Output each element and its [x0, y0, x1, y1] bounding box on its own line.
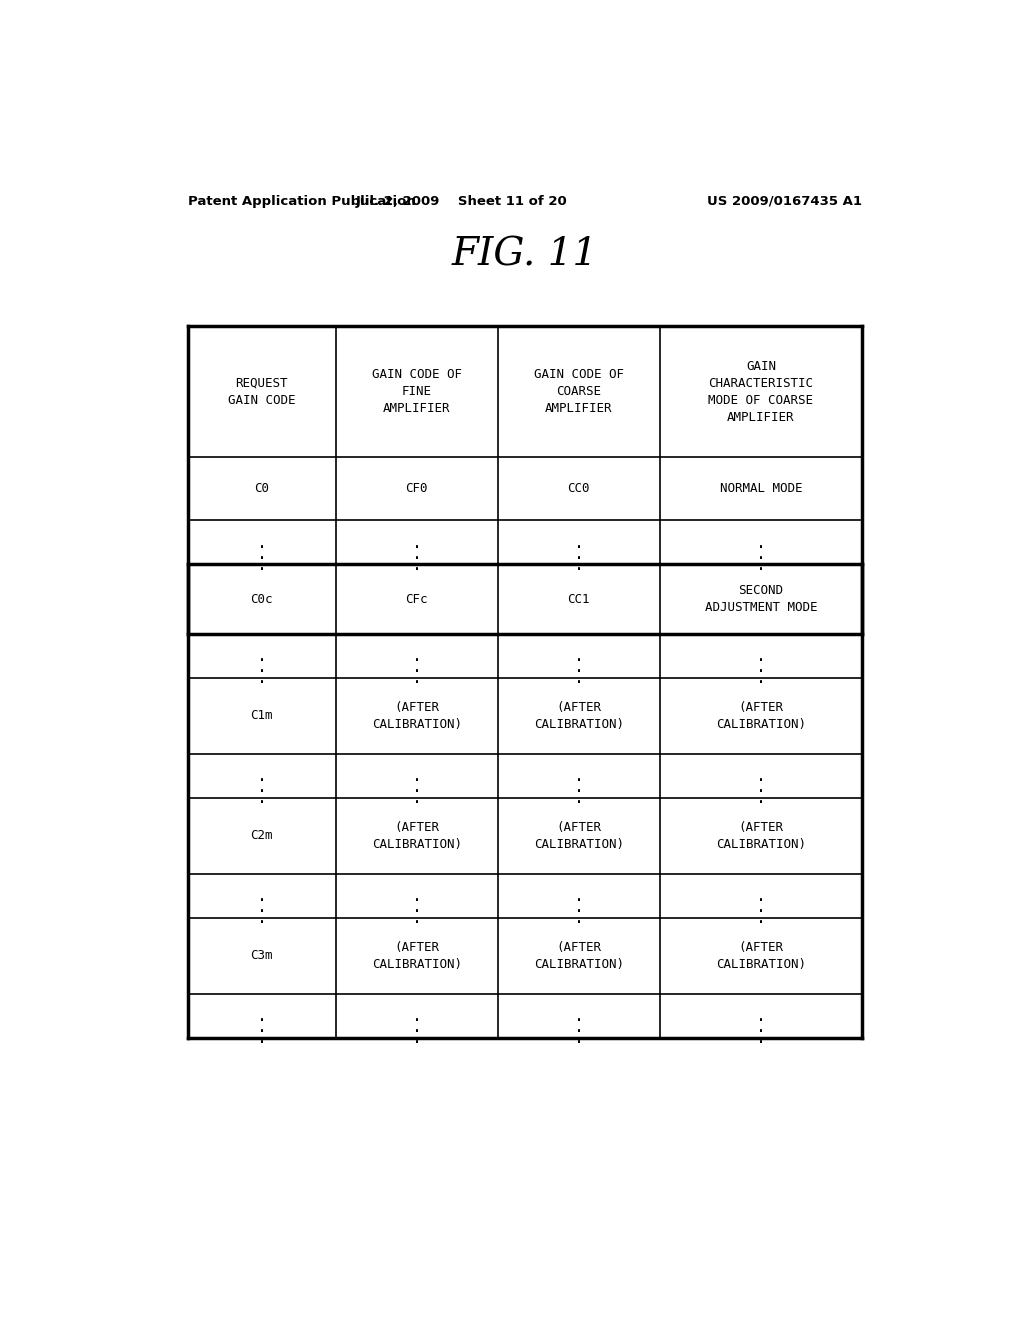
Text: ·: ·	[756, 561, 766, 579]
Text: ·: ·	[573, 675, 584, 692]
Text: ·: ·	[257, 903, 266, 921]
Text: ·: ·	[756, 675, 766, 692]
Text: ·: ·	[412, 1012, 422, 1030]
Text: CFc: CFc	[406, 593, 428, 606]
Text: C3m: C3m	[251, 949, 273, 962]
Text: ·: ·	[257, 550, 266, 568]
Text: ·: ·	[756, 913, 766, 932]
Text: ·: ·	[573, 1034, 584, 1052]
Text: ·: ·	[756, 663, 766, 681]
Text: ·: ·	[573, 652, 584, 671]
Text: ·: ·	[257, 1023, 266, 1041]
Text: ·: ·	[756, 539, 766, 557]
Text: ·: ·	[257, 652, 266, 671]
Text: ·: ·	[257, 892, 266, 909]
Text: ·: ·	[756, 1012, 766, 1030]
Text: (AFTER
CALIBRATION): (AFTER CALIBRATION)	[372, 701, 462, 731]
Text: ·: ·	[257, 913, 266, 932]
Text: GAIN CODE OF
FINE
AMPLIFIER: GAIN CODE OF FINE AMPLIFIER	[372, 368, 462, 414]
Text: ·: ·	[573, 539, 584, 557]
Text: ·: ·	[756, 903, 766, 921]
Text: ·: ·	[756, 1034, 766, 1052]
Text: ·: ·	[412, 795, 422, 812]
Text: ·: ·	[257, 1012, 266, 1030]
Text: ·: ·	[257, 539, 266, 557]
Text: ·: ·	[412, 892, 422, 909]
Text: REQUEST
GAIN CODE: REQUEST GAIN CODE	[228, 376, 296, 407]
Text: (AFTER
CALIBRATION): (AFTER CALIBRATION)	[534, 941, 624, 970]
Text: C0c: C0c	[251, 593, 273, 606]
Text: ·: ·	[412, 903, 422, 921]
Text: (AFTER
CALIBRATION): (AFTER CALIBRATION)	[716, 821, 806, 850]
Text: ·: ·	[412, 1023, 422, 1041]
Text: ·: ·	[573, 663, 584, 681]
Text: Jul. 2, 2009    Sheet 11 of 20: Jul. 2, 2009 Sheet 11 of 20	[355, 194, 567, 207]
Text: ·: ·	[412, 652, 422, 671]
Text: ·: ·	[756, 1023, 766, 1041]
Text: ·: ·	[573, 1023, 584, 1041]
Text: C2m: C2m	[251, 829, 273, 842]
Text: ·: ·	[756, 550, 766, 568]
Text: (AFTER
CALIBRATION): (AFTER CALIBRATION)	[534, 821, 624, 850]
Text: ·: ·	[412, 550, 422, 568]
Text: ·: ·	[756, 652, 766, 671]
Text: (AFTER
CALIBRATION): (AFTER CALIBRATION)	[534, 701, 624, 731]
Text: FIG. 11: FIG. 11	[452, 236, 598, 273]
Text: GAIN
CHARACTERISTIC
MODE OF COARSE
AMPLIFIER: GAIN CHARACTERISTIC MODE OF COARSE AMPLI…	[709, 359, 813, 424]
Text: ·: ·	[412, 1034, 422, 1052]
Text: CC1: CC1	[567, 593, 590, 606]
Text: CC0: CC0	[567, 482, 590, 495]
Text: ·: ·	[573, 892, 584, 909]
Text: ·: ·	[573, 913, 584, 932]
Text: ·: ·	[756, 892, 766, 909]
Text: ·: ·	[573, 783, 584, 801]
Text: ·: ·	[257, 1034, 266, 1052]
Text: ·: ·	[412, 772, 422, 791]
Text: ·: ·	[412, 913, 422, 932]
Text: GAIN CODE OF
COARSE
AMPLIFIER: GAIN CODE OF COARSE AMPLIFIER	[534, 368, 624, 414]
Text: (AFTER
CALIBRATION): (AFTER CALIBRATION)	[372, 941, 462, 970]
Text: ·: ·	[573, 903, 584, 921]
Text: ·: ·	[756, 783, 766, 801]
Text: ·: ·	[257, 561, 266, 579]
Text: ·: ·	[412, 539, 422, 557]
Text: ·: ·	[257, 783, 266, 801]
Text: ·: ·	[573, 1012, 584, 1030]
Text: ·: ·	[756, 795, 766, 812]
Text: CF0: CF0	[406, 482, 428, 495]
Text: C0: C0	[254, 482, 269, 495]
Text: ·: ·	[257, 772, 266, 791]
Text: SECOND
ADJUSTMENT MODE: SECOND ADJUSTMENT MODE	[705, 583, 817, 614]
Text: ·: ·	[412, 783, 422, 801]
Text: ·: ·	[257, 663, 266, 681]
Text: ·: ·	[573, 795, 584, 812]
Text: NORMAL MODE: NORMAL MODE	[720, 482, 802, 495]
Text: ·: ·	[257, 795, 266, 812]
Text: ·: ·	[573, 772, 584, 791]
Text: Patent Application Publication: Patent Application Publication	[187, 194, 416, 207]
Text: ·: ·	[412, 675, 422, 692]
Text: (AFTER
CALIBRATION): (AFTER CALIBRATION)	[372, 821, 462, 850]
Text: C1m: C1m	[251, 709, 273, 722]
Text: (AFTER
CALIBRATION): (AFTER CALIBRATION)	[716, 701, 806, 731]
Text: ·: ·	[573, 561, 584, 579]
Text: ·: ·	[257, 675, 266, 692]
Text: (AFTER
CALIBRATION): (AFTER CALIBRATION)	[716, 941, 806, 970]
Text: US 2009/0167435 A1: US 2009/0167435 A1	[708, 194, 862, 207]
Text: ·: ·	[573, 550, 584, 568]
Text: ·: ·	[756, 772, 766, 791]
Text: ·: ·	[412, 561, 422, 579]
Text: ·: ·	[412, 663, 422, 681]
